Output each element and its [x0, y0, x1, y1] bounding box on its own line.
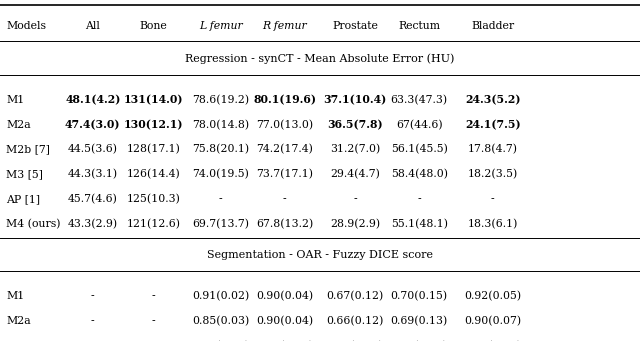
Text: 0.70(0.15): 0.70(0.15)	[390, 291, 448, 301]
Text: 75.8(20.1): 75.8(20.1)	[192, 144, 250, 155]
Text: R femur: R femur	[262, 21, 307, 31]
Text: 18.3(6.1): 18.3(6.1)	[468, 219, 518, 229]
Text: Bladder: Bladder	[471, 21, 515, 31]
Text: 128(17.1): 128(17.1)	[127, 144, 180, 155]
Text: -: -	[491, 194, 495, 204]
Text: 36.5(7.8): 36.5(7.8)	[328, 119, 383, 130]
Text: 28.9(2.9): 28.9(2.9)	[330, 219, 380, 229]
Text: -: -	[152, 316, 156, 326]
Text: 0.85(0.03): 0.85(0.03)	[192, 316, 250, 326]
Text: 74.0(19.5): 74.0(19.5)	[193, 169, 249, 180]
Text: M1: M1	[6, 291, 25, 301]
Text: Prostate: Prostate	[332, 21, 378, 31]
Text: -: -	[283, 194, 287, 204]
Text: M3 [5]: M3 [5]	[6, 169, 44, 179]
Text: Regression - synCT - Mean Absolute Error (HU): Regression - synCT - Mean Absolute Error…	[186, 53, 454, 64]
Text: M2b [7]: M2b [7]	[6, 145, 51, 154]
Text: 126(14.4): 126(14.4)	[127, 169, 180, 180]
Text: 47.4(3.0): 47.4(3.0)	[65, 119, 120, 130]
Text: -: -	[91, 291, 95, 301]
Text: 74.2(17.4): 74.2(17.4)	[257, 144, 313, 155]
Text: 58.4(48.0): 58.4(48.0)	[390, 169, 448, 180]
Text: 48.1(4.2): 48.1(4.2)	[65, 94, 120, 105]
Text: 24.1(7.5): 24.1(7.5)	[465, 119, 520, 130]
Text: 43.3(2.9): 43.3(2.9)	[68, 219, 118, 229]
Text: -: -	[152, 291, 156, 301]
Text: 77.0(13.0): 77.0(13.0)	[256, 119, 314, 130]
Text: 45.7(4.6): 45.7(4.6)	[68, 194, 118, 205]
Text: M4 (ours): M4 (ours)	[6, 219, 61, 229]
Text: 37.1(10.4): 37.1(10.4)	[324, 94, 387, 105]
Text: M1: M1	[6, 95, 25, 105]
Text: 80.1(19.6): 80.1(19.6)	[253, 94, 316, 105]
Text: 0.91(0.02): 0.91(0.02)	[192, 291, 250, 301]
Text: 44.5(3.6): 44.5(3.6)	[68, 144, 118, 155]
Text: 44.3(3.1): 44.3(3.1)	[68, 169, 118, 180]
Text: 31.2(7.0): 31.2(7.0)	[330, 144, 380, 155]
Text: 69.7(13.7): 69.7(13.7)	[192, 219, 250, 229]
Text: 78.0(14.8): 78.0(14.8)	[192, 119, 250, 130]
Text: L femur: L femur	[199, 21, 243, 31]
Text: -: -	[353, 194, 357, 204]
Text: Bone: Bone	[140, 21, 168, 31]
Text: 131(14.0): 131(14.0)	[124, 94, 183, 105]
Text: Segmentation - OAR - Fuzzy DICE score: Segmentation - OAR - Fuzzy DICE score	[207, 250, 433, 260]
Text: 121(12.6): 121(12.6)	[127, 219, 180, 229]
Text: -: -	[91, 316, 95, 326]
Text: 0.90(0.07): 0.90(0.07)	[464, 316, 522, 326]
Text: 67.8(13.2): 67.8(13.2)	[256, 219, 314, 229]
Text: 0.90(0.04): 0.90(0.04)	[256, 291, 314, 301]
Text: 55.1(48.1): 55.1(48.1)	[390, 219, 448, 229]
Text: 67(44.6): 67(44.6)	[396, 119, 442, 130]
Text: 130(12.1): 130(12.1)	[124, 119, 183, 130]
Text: Rectum: Rectum	[398, 21, 440, 31]
Text: 0.90(0.04): 0.90(0.04)	[256, 316, 314, 326]
Text: 0.92(0.05): 0.92(0.05)	[464, 291, 522, 301]
Text: 73.7(17.1): 73.7(17.1)	[256, 169, 314, 180]
Text: AP [1]: AP [1]	[6, 194, 40, 204]
Text: 78.6(19.2): 78.6(19.2)	[192, 94, 250, 105]
Text: -: -	[417, 194, 421, 204]
Text: 56.1(45.5): 56.1(45.5)	[391, 144, 447, 155]
Text: 29.4(4.7): 29.4(4.7)	[330, 169, 380, 180]
Text: 0.66(0.12): 0.66(0.12)	[326, 316, 384, 326]
Text: -: -	[219, 194, 223, 204]
Text: 18.2(3.5): 18.2(3.5)	[468, 169, 518, 180]
Text: 125(10.3): 125(10.3)	[127, 194, 180, 205]
Text: 17.8(4.7): 17.8(4.7)	[468, 144, 518, 155]
Text: M2a: M2a	[6, 120, 31, 130]
Text: 0.67(0.12): 0.67(0.12)	[326, 291, 384, 301]
Text: M2a: M2a	[6, 316, 31, 326]
Text: Models: Models	[6, 21, 46, 31]
Text: 0.69(0.13): 0.69(0.13)	[390, 316, 448, 326]
Text: 24.3(5.2): 24.3(5.2)	[465, 94, 520, 105]
Text: 63.3(47.3): 63.3(47.3)	[390, 94, 448, 105]
Text: All: All	[85, 21, 100, 31]
